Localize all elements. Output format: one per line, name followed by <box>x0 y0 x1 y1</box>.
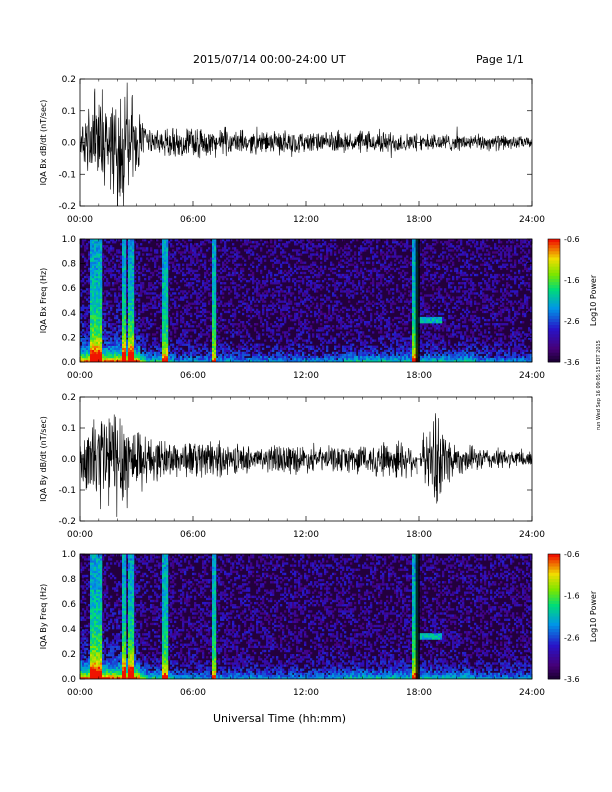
x-tick-label: 12:00 <box>293 371 319 381</box>
panel-4: -0.6 -1.6 -2.6 -3.6 Log10 Power 00:00 06:00 12:… <box>39 550 598 698</box>
x-tick-label: 00:00 <box>67 688 93 698</box>
x-tick-label: 06:00 <box>180 530 206 540</box>
x-tick-label: 06:00 <box>180 371 206 381</box>
panel-1: 00:00 06:00 12:00 18:00 24:00 -0.2 -0.1 0.0 0.1 0… <box>39 75 545 225</box>
x-tick-label: 18:00 <box>406 688 432 698</box>
y-tick-label: -0.1 <box>58 486 76 496</box>
colorbar-tick-label: -3.6 <box>564 675 580 684</box>
y-tick-label: 0.1 <box>62 424 76 434</box>
series-trace <box>80 82 532 206</box>
colorbar: -0.6 -1.6 -2.6 -3.6 Log10 Power <box>547 550 598 684</box>
colorbar-label: Log10 Power <box>589 590 598 642</box>
y-tick-label: 0.4 <box>62 625 77 635</box>
y-tick-label: 0.0 <box>62 675 77 685</box>
data-gap <box>415 554 420 679</box>
y-axis-label: IQA By dB/dt (nT/sec) <box>39 416 48 502</box>
y-tick-label: 0.8 <box>62 260 77 270</box>
plot-area <box>80 239 532 362</box>
colorbar-tick-label: -0.6 <box>564 550 580 559</box>
page-number: Page 1/1 <box>476 53 524 66</box>
page-title: 2015/07/14 00:00-24:00 UT <box>193 53 346 66</box>
y-tick-label: 0.6 <box>62 284 77 294</box>
y-axis-label: IQA By Freq (Hz) <box>39 584 48 650</box>
y-tick-label: 0.0 <box>62 139 77 149</box>
x-tick-label: 12:00 <box>293 688 319 698</box>
y-tick-label: 0.2 <box>62 393 76 403</box>
y-tick-label: -0.2 <box>58 517 76 527</box>
x-tick-label: 06:00 <box>180 215 206 225</box>
colorbar-tick-label: -2.6 <box>564 633 580 642</box>
plot-area <box>80 82 532 206</box>
y-tick-label: 0.2 <box>62 75 76 85</box>
y-tick-label: 0.2 <box>62 650 76 660</box>
y-axis-label: IQA Bx Freq (Hz) <box>39 268 48 334</box>
x-tick-label: 12:00 <box>293 215 319 225</box>
y-tick-label: 0.0 <box>62 455 77 465</box>
x-tick-label: 00:00 <box>67 371 93 381</box>
x-tick-label: 24:00 <box>519 530 545 540</box>
colorbar-frame <box>547 553 561 680</box>
y-tick-label: 0.4 <box>62 309 77 319</box>
panel-2: -0.6 -1.6 -2.6 -3.6 Log10 Power 00:00 06:00 12:… <box>39 235 598 381</box>
colorbar-frame <box>547 238 561 363</box>
y-tick-label: -0.1 <box>58 170 76 180</box>
colorbar: -0.6 -1.6 -2.6 -3.6 Log10 Power <box>547 235 598 367</box>
y-tick-label: 0.2 <box>62 333 76 343</box>
y-axis-label: IQA Bx dB/dt (nT/sec) <box>39 100 48 186</box>
y-tick-label: 0.6 <box>62 600 77 610</box>
x-tick-label: 24:00 <box>519 371 545 381</box>
y-tick-label: -0.2 <box>58 202 76 212</box>
colorbar-tick-label: -2.6 <box>564 317 580 326</box>
data-gap <box>415 239 420 362</box>
colorbar-tick-label: -0.6 <box>564 235 580 244</box>
x-tick-label: 12:00 <box>293 530 319 540</box>
x-tick-label: 00:00 <box>67 530 93 540</box>
panel-3: 00:00 06:00 12:00 18:00 24:00 -0.2 -0.1 0.0 0.1 0… <box>39 393 545 540</box>
x-tick-label: 00:00 <box>67 215 93 225</box>
plot-area <box>80 413 532 517</box>
x-tick-label: 24:00 <box>519 688 545 698</box>
x-tick-label: 18:00 <box>406 215 432 225</box>
colorbar-label: Log10 Power <box>589 274 598 326</box>
y-tick-label: 0.8 <box>62 575 77 585</box>
x-tick-label: 06:00 <box>180 688 206 698</box>
colorbar-tick-label: -3.6 <box>564 358 580 367</box>
plot-area <box>80 554 532 679</box>
y-tick-label: 1.0 <box>62 550 77 560</box>
colorbar-tick-label: -1.6 <box>564 276 580 285</box>
x-tick-label: 24:00 <box>519 215 545 225</box>
y-tick-label: 0.1 <box>62 107 76 117</box>
x-tick-label: 18:00 <box>406 530 432 540</box>
y-tick-label: 1.0 <box>62 235 77 245</box>
x-axis-title: Universal Time (hh:mm) <box>213 712 346 725</box>
series-trace <box>80 413 532 517</box>
x-tick-label: 18:00 <box>406 371 432 381</box>
y-tick-label: 0.0 <box>62 358 77 368</box>
colorbar-tick-label: -1.6 <box>564 592 580 601</box>
